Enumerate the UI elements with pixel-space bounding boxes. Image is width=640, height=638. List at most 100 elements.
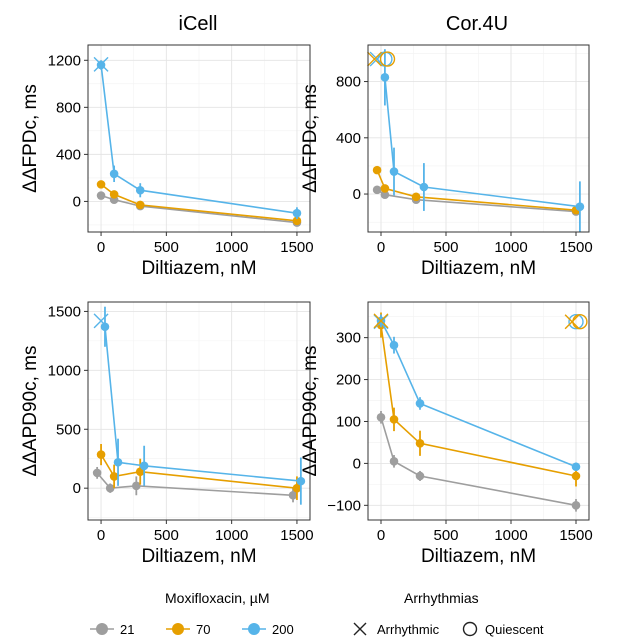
series-line-200 <box>380 320 577 468</box>
x-tick-label: 500 <box>433 527 458 544</box>
data-point-200 <box>113 457 123 467</box>
data-point-200 <box>571 462 581 472</box>
data-point-200 <box>415 399 425 408</box>
legend-item-arrhythmic: Arrhythmic <box>353 622 440 637</box>
x-tick-label: 1500 <box>559 239 592 256</box>
series-line-70 <box>376 169 577 211</box>
data-point-21 <box>389 457 399 466</box>
x-tick-label: 1500 <box>280 527 313 544</box>
legend-label-70: 70 <box>196 622 210 637</box>
data-point-21 <box>380 190 390 200</box>
legend-item-21: 21 <box>90 622 134 637</box>
y-tick-label: 800 <box>56 99 81 116</box>
data-point-21 <box>92 468 102 478</box>
legend-label-21: 21 <box>120 622 134 637</box>
legend-title-moxifloxacin: Moxifloxacin, µM <box>165 590 270 606</box>
legend: Moxifloxacin, µM Arrhythmias 21 70 200 A… <box>90 590 544 637</box>
data-point-70 <box>372 165 382 175</box>
y-tick-label: 500 <box>56 421 81 438</box>
legend-item-200: 200 <box>242 622 294 637</box>
plot-frame <box>367 44 590 233</box>
x-tick-label: 1500 <box>559 527 592 544</box>
data-point-21 <box>571 501 581 510</box>
series-line-70 <box>380 324 577 477</box>
data-point-200 <box>296 476 306 486</box>
y-tick-label: 0 <box>353 455 361 472</box>
series-line-21 <box>380 417 577 507</box>
arrhythmic-marker <box>373 313 389 329</box>
panel-cor4u-fpd: 0 500 1000 1500 0 400 800 Diltiazem, nM ΔΔFPDc, … <box>300 44 593 279</box>
data-point-70 <box>109 190 119 199</box>
y-tick-label: 400 <box>56 146 81 163</box>
y-axis-title: ΔΔFPDc, ms <box>20 84 41 193</box>
legend-label-quiescent: Quiescent <box>485 622 544 637</box>
x-tick-label: 0 <box>97 527 105 544</box>
plot-frame <box>87 301 311 521</box>
x-tick-label: 1000 <box>215 527 248 544</box>
y-tick-label: 100 <box>336 413 361 430</box>
data-point-21 <box>288 490 298 500</box>
quiescent-marker <box>568 314 584 330</box>
data-point-200 <box>292 208 302 218</box>
y-tick-label: 1200 <box>48 52 81 69</box>
panel-icell-fpd: 0 500 1000 1500 0 400 800 1200 Diltiazem, nM ΔΔFP… <box>20 44 314 279</box>
x-tick-label: 1500 <box>280 239 313 256</box>
data-point-200 <box>135 185 145 195</box>
y-axis-title: ΔΔAPD90c, ms <box>300 346 321 477</box>
data-point-200 <box>575 202 585 211</box>
series-line-21 <box>376 189 577 213</box>
y-tick-label: 0 <box>73 480 81 497</box>
y-axis-title: ΔΔAPD90c, ms <box>20 346 41 477</box>
data-point-21 <box>415 471 425 481</box>
y-tick-label: 300 <box>336 330 361 347</box>
data-point-70 <box>96 180 106 189</box>
series-line-200 <box>104 326 301 482</box>
series-line-21 <box>100 194 297 224</box>
y-tick-label: 1000 <box>48 362 81 379</box>
data-point-70 <box>109 472 119 481</box>
x-axis-title: Diltiazem, nM <box>421 546 536 567</box>
data-point-70 <box>411 192 421 202</box>
data-point-21 <box>96 191 106 200</box>
y-tick-label: 200 <box>336 372 361 389</box>
data-point-21 <box>376 412 386 422</box>
data-point-200 <box>389 340 399 350</box>
y-axis-title: ΔΔFPDc, ms <box>300 84 321 193</box>
y-tick-label: 800 <box>336 74 361 91</box>
data-point-200 <box>139 461 149 471</box>
data-point-70 <box>292 216 302 226</box>
series-line-200 <box>384 77 581 208</box>
series-line-200 <box>100 64 298 214</box>
x-tick-label: 0 <box>97 239 105 256</box>
x-tick-label: 1000 <box>494 527 527 544</box>
data-point-70 <box>135 200 145 210</box>
x-tick-label: 1000 <box>215 239 248 256</box>
data-point-21 <box>105 483 115 493</box>
data-point-200 <box>380 73 390 82</box>
data-point-200 <box>100 322 110 332</box>
panel-icell-apd: 0 500 1000 1500 0 500 1000 1500 Diltiazem, nM ΔΔA… <box>20 301 314 567</box>
legend-item-70: 70 <box>166 622 210 637</box>
x-axis-title: Diltiazem, nM <box>421 258 536 279</box>
data-point-70 <box>380 184 390 193</box>
data-point-21 <box>372 185 382 195</box>
legend-item-quiescent: Quiescent <box>462 621 544 637</box>
legend-label-arrhythmic: Arrhythmic <box>377 622 440 637</box>
cross-icon <box>353 622 367 636</box>
x-tick-label: 500 <box>154 239 179 256</box>
y-tick-label: −100 <box>327 497 361 514</box>
series-line-70 <box>100 454 297 489</box>
data-point-70 <box>415 438 425 448</box>
y-tick-label: 0 <box>353 186 361 203</box>
y-tick-label: 1500 <box>48 303 81 320</box>
arrhythmic-marker <box>93 313 109 329</box>
data-point-70 <box>292 483 302 493</box>
data-point-70 <box>571 471 581 481</box>
y-tick-label: 400 <box>336 130 361 147</box>
plot-frame <box>87 44 311 233</box>
x-axis-title: Diltiazem, nM <box>141 546 256 567</box>
data-point-21 <box>132 481 141 491</box>
panel-title-icell: iCell <box>179 13 218 35</box>
x-tick-label: 0 <box>377 239 385 256</box>
